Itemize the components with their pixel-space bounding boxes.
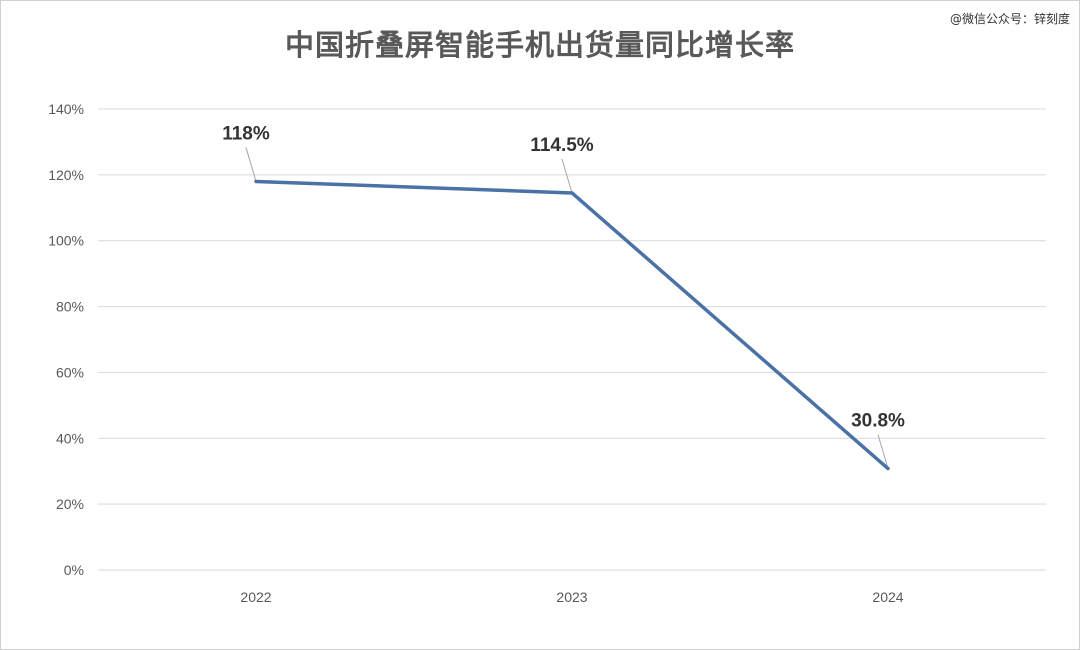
- series-line: [254, 179, 890, 471]
- label-leader-line: [561, 158, 573, 194]
- y-tick-label: 120%: [48, 167, 84, 183]
- data-label: 118%: [222, 123, 270, 144]
- label-leader-line: [877, 434, 889, 469]
- x-tick-label: 2022: [240, 589, 271, 605]
- y-tick-label: 0%: [64, 562, 84, 578]
- data-label: 114.5%: [530, 135, 593, 156]
- watermark: @微信公众号：锌刻度: [949, 12, 1070, 26]
- x-tick-label: 2023: [556, 589, 587, 605]
- data-label: 30.8%: [851, 411, 905, 432]
- x-tick-label: 2024: [872, 589, 903, 605]
- y-tick-label: 60%: [56, 364, 84, 380]
- y-tick-label: 80%: [56, 299, 84, 315]
- chart-title: 中国折叠屏智能手机出货量同比增长率: [284, 28, 795, 62]
- y-tick-label: 100%: [48, 233, 84, 249]
- y-tick-label: 140%: [48, 101, 84, 117]
- y-tick-label: 40%: [56, 430, 84, 446]
- label-leader-line: [245, 147, 257, 182]
- y-tick-label: 20%: [56, 496, 84, 512]
